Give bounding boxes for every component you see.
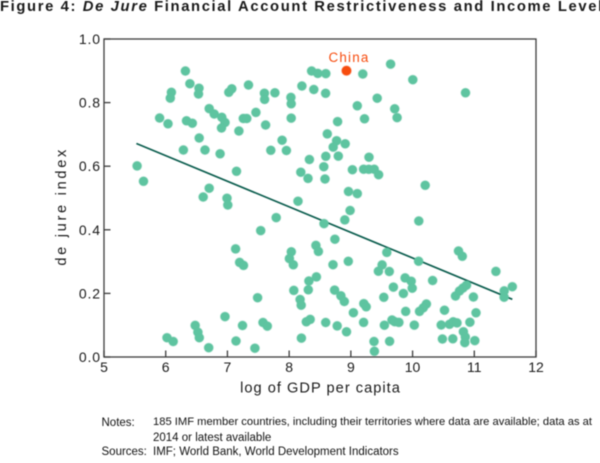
svg-text:0.0: 0.0: [79, 349, 101, 365]
svg-text:0.2: 0.2: [79, 285, 101, 301]
svg-text:10: 10: [405, 359, 421, 375]
svg-text:8: 8: [285, 359, 293, 375]
svg-text:0.4: 0.4: [79, 222, 101, 238]
svg-text:7: 7: [224, 359, 232, 375]
svg-text:China: China: [329, 50, 370, 65]
svg-text:de jure index: de jure index: [54, 147, 70, 266]
svg-text:9: 9: [347, 359, 355, 375]
svg-text:6: 6: [162, 359, 170, 375]
svg-text:1.0: 1.0: [79, 31, 101, 47]
svg-text:11: 11: [467, 359, 482, 375]
svg-text:0.8: 0.8: [79, 95, 101, 111]
svg-text:12: 12: [528, 359, 544, 375]
svg-text:5: 5: [100, 359, 108, 375]
svg-text:0.6: 0.6: [79, 158, 101, 174]
svg-text:log of GDP per capita: log of GDP per capita: [240, 380, 401, 396]
